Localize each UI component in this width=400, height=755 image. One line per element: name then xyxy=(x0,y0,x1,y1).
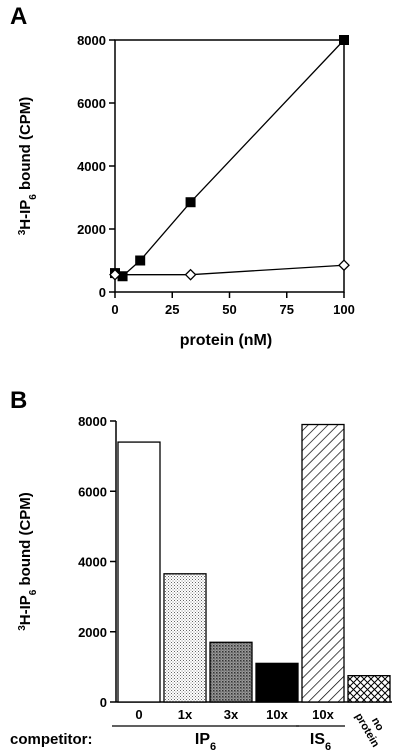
y-tick-label: 8000 xyxy=(77,33,106,48)
bar-1 xyxy=(163,573,207,703)
panel-a-plot-frame xyxy=(114,39,345,293)
x-tick-label: 25 xyxy=(165,302,179,317)
group-label: IS6 xyxy=(310,731,331,753)
panel-b-group-labels: IP6 IS6 xyxy=(112,725,345,753)
open-diamond-point xyxy=(338,259,350,272)
open-diamond-point xyxy=(184,268,197,281)
panel-b-y-axis-label: 3H-IP6 bound (CPM) xyxy=(17,492,39,631)
y-tick-label: 4000 xyxy=(77,159,106,174)
y-tick-label: 6000 xyxy=(77,96,106,111)
filled-square-point xyxy=(339,35,349,45)
panel-b-bars xyxy=(117,423,391,703)
filled-square-point xyxy=(185,197,196,208)
panel-b-category-labels: 0 1x 3x 10x 10x noprotein xyxy=(135,705,392,750)
panel-a-y-axis-label: 3H-IP6 bound (CPM) xyxy=(17,97,39,236)
y-tick-label: 8000 xyxy=(78,414,107,429)
x-tick-label: 100 xyxy=(333,302,355,317)
open-diamond-point xyxy=(109,268,121,281)
bar-3 xyxy=(255,662,299,703)
x-tick-label: 75 xyxy=(280,302,294,317)
bar-0 xyxy=(117,441,161,703)
y-tick-label: 2000 xyxy=(78,625,107,640)
series-line xyxy=(115,264,345,276)
y-tick-label: 2000 xyxy=(77,222,106,237)
panel-b-competitor-label: competitor: xyxy=(10,731,93,748)
filled-square-point xyxy=(135,255,146,266)
y-tick-label: 0 xyxy=(99,285,106,300)
panel-a-y-axis-title: 3H-IP6 bound (CPM) xyxy=(17,97,39,236)
x-tick-label: 0 xyxy=(111,302,118,317)
group-label: IP6 xyxy=(195,731,216,753)
category-label: 0 xyxy=(135,707,142,722)
y-tick-label: 0 xyxy=(100,695,107,710)
panel-b-axes: 0 2000 4000 6000 8000 xyxy=(78,414,392,710)
category-label: noprotein xyxy=(352,705,392,750)
panel-a-chart: 3H-IP6 bound (CPM) 0 2000 4000 6000 8000 0 25 5… xyxy=(17,33,355,349)
panel-b-chart: 3H-IP6 bound (CPM) 0 2000 4000 6000 8000 0 1x… xyxy=(10,414,392,753)
category-label: 10x xyxy=(312,707,334,722)
bar-5 xyxy=(347,675,391,703)
panel-b-letter: B xyxy=(10,387,27,414)
y-tick-label: 6000 xyxy=(78,484,107,499)
panel-a-axes: 0 2000 4000 6000 8000 0 25 50 75 100 xyxy=(77,33,355,317)
filled-square-point xyxy=(117,271,128,282)
series-line xyxy=(114,39,345,278)
category-label: 3x xyxy=(224,707,239,722)
category-label: 10x xyxy=(266,707,288,722)
panel-b-y-axis-title: 3H-IP6 bound (CPM) xyxy=(17,492,39,631)
bar-4 xyxy=(301,423,345,703)
y-tick-label: 4000 xyxy=(78,555,107,570)
panel-a-series xyxy=(109,35,350,282)
panel-a-letter: A xyxy=(10,3,27,30)
x-tick-label: 50 xyxy=(222,302,236,317)
panel-a-x-axis-label: protein (nM) xyxy=(180,332,272,349)
category-label: 1x xyxy=(178,707,193,722)
bar-2 xyxy=(209,641,253,703)
